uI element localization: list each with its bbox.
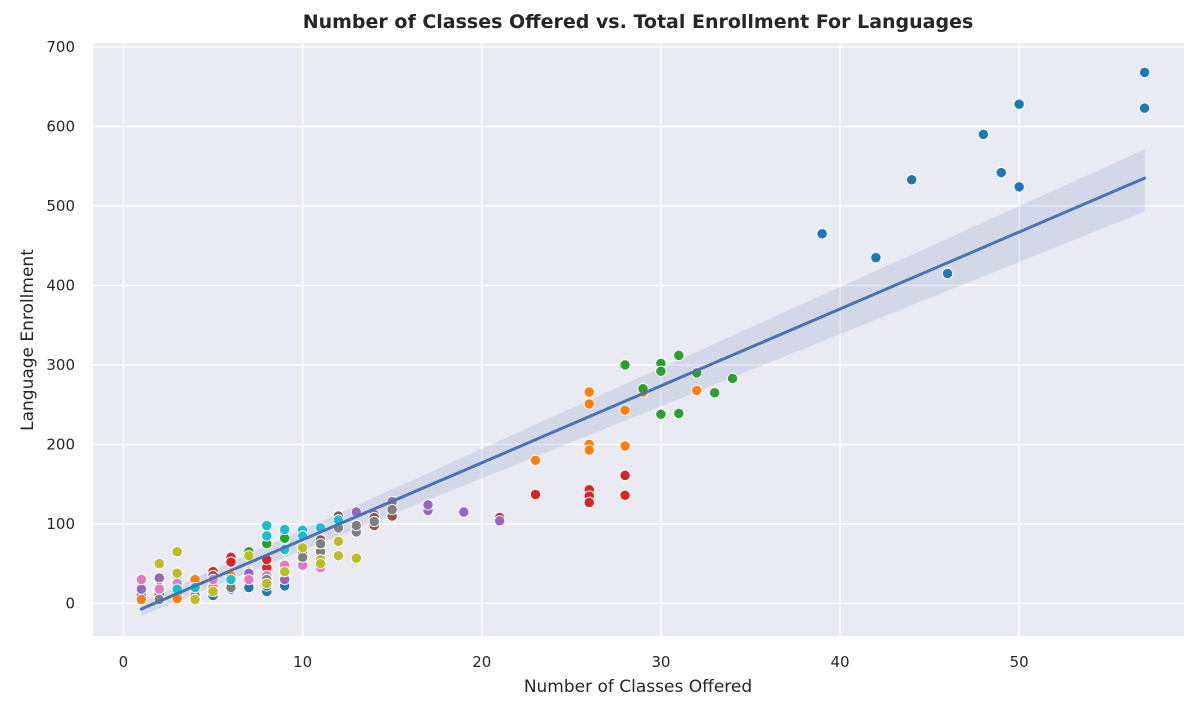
y-tick-label: 200 [46,435,75,453]
data-point [583,398,595,410]
data-point [153,558,165,570]
x-tick-label: 20 [472,653,491,671]
gridlines [93,43,1184,636]
y-tick-label: 300 [46,356,75,374]
x-tick-label: 50 [1010,653,1029,671]
data-point [386,503,398,516]
series-olive [153,535,362,606]
data-point [243,573,255,586]
x-tick-label: 30 [651,653,670,671]
data-point [977,128,990,141]
data-point [619,359,631,371]
data-point [296,551,309,563]
y-tick-label: 400 [46,276,75,294]
data-point [279,523,291,536]
y-tick-label: 600 [46,117,75,135]
data-point [619,489,631,501]
data-point [243,550,255,562]
data-point [225,573,237,586]
y-tick-label: 700 [46,38,75,56]
x-tick-label: 10 [293,653,312,671]
data-point [332,535,345,548]
chart-title: Number of Classes Offered vs. Total Enro… [303,11,974,33]
data-point [870,251,882,264]
y-axis-label: Language Enrollment [18,249,38,431]
data-point [583,496,595,509]
data-point [189,593,201,606]
data-point [494,515,506,527]
data-point [708,387,721,399]
x-axis-label: Number of Classes Offered [524,677,752,697]
x-tick-label: 40 [830,653,849,671]
data-point [691,384,703,397]
data-point [583,444,595,456]
data-point [135,583,148,595]
data-point [279,565,291,578]
data-point [314,538,327,550]
data-point [655,408,667,420]
data-point [171,567,183,579]
data-point [816,228,828,240]
data-point [225,556,237,568]
data-point [619,404,631,416]
y-tick-labels: 0 100 200 300 400 500 600 700 [46,38,75,612]
data-point [673,349,685,362]
regression-line [139,176,1147,611]
data-point [350,552,362,564]
data-point [458,506,470,518]
data-point [906,174,918,186]
data-point [1013,181,1025,193]
y-tick-label: 0 [65,594,75,612]
y-tick-label: 100 [46,515,75,533]
data-point [368,515,380,528]
data-point [171,546,183,558]
data-point [153,572,165,584]
data-point [1138,66,1151,79]
data-point [422,499,434,511]
data-point [135,573,148,586]
plot-area [93,43,1184,636]
data-point [941,267,954,280]
data-point [726,372,739,385]
data-point [995,166,1007,179]
y-tick-label: 500 [46,197,75,215]
data-point [153,583,165,595]
data-point [261,577,273,590]
data-point [332,550,345,562]
data-point [207,585,219,598]
data-points [135,66,1151,606]
data-point [583,386,595,398]
data-point [529,454,542,466]
data-point [314,558,327,570]
data-point [619,440,631,452]
data-point [135,593,148,606]
data-point [1138,102,1151,114]
data-point [261,530,273,542]
x-tick-labels: 0 10 20 30 40 50 [119,653,1029,671]
data-point [673,407,685,420]
x-tick-label: 0 [119,653,129,671]
data-point [261,519,273,532]
data-point [619,469,631,482]
data-point [655,365,667,377]
data-point [1013,98,1025,110]
data-point [296,542,309,554]
data-point [529,488,542,501]
data-point [350,519,362,532]
